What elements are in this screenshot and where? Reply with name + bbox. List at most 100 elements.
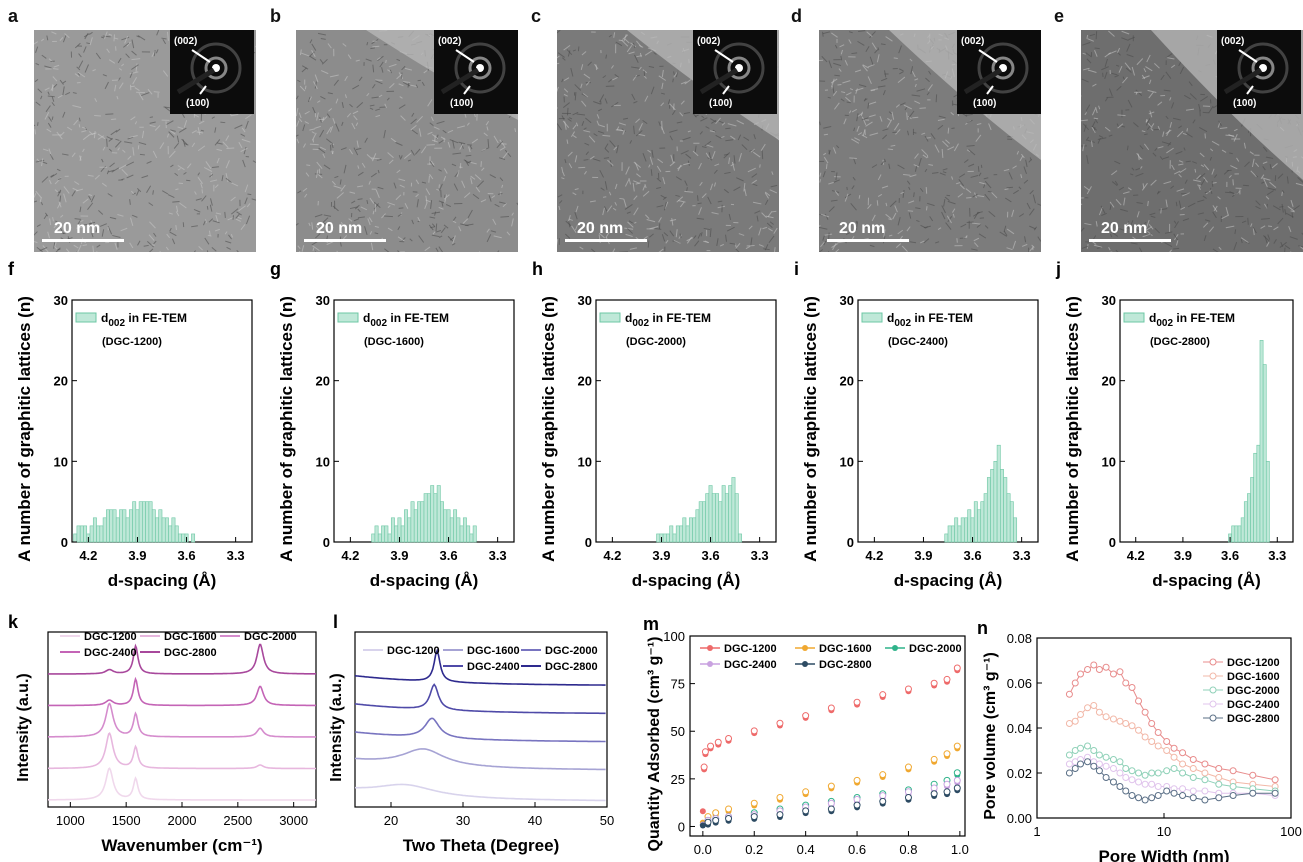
lattice-fringe [566,139,569,144]
lattice-fringe [725,127,731,130]
lattice-fringe [1136,58,1144,66]
y-tick-label: 0 [847,535,854,550]
y-tick-label: 75 [671,677,685,692]
pore-point [1271,776,1279,784]
saed-label-100: (100) [186,98,210,109]
y-tick-label: 0.08 [1007,631,1032,646]
lattice-fringe [888,163,891,169]
histogram-bar [702,501,706,543]
lattice-fringe [390,137,397,143]
lattice-fringe [680,150,689,155]
lattice-fringe [707,157,713,161]
lattice-fringe [628,51,635,55]
lattice-fringe [898,45,902,54]
lattice-fringe [386,97,390,101]
lattice-fringe [184,143,189,146]
lattice-fringe [626,45,633,53]
pore-point [1065,690,1073,698]
lattice-fringe [116,95,119,100]
lattice-fringe [511,218,514,227]
lattice-fringe [57,189,62,197]
lattice-fringe [834,44,838,49]
lattice-fringe [417,216,421,223]
lattice-fringe [67,237,73,240]
lattice-fringe [177,165,185,171]
lattice-fringe [399,184,405,188]
histogram-bar [119,509,124,543]
y-tick-label: 10 [1102,454,1116,469]
lattice-fringe [870,88,879,91]
pore-point [1071,717,1079,725]
lattice-fringe [1108,88,1113,97]
lattice-fringe [828,206,835,213]
lattice-fringe [312,107,316,114]
pore-point [1116,769,1124,777]
lattice-fringe [458,226,462,232]
lattice-fringe [568,215,571,222]
lattice-fringe [1186,128,1188,132]
axis-label: A number of graphitic lattices (n) [15,296,34,562]
lattice-fringe [1212,205,1218,212]
lattice-fringe [225,135,230,141]
lattice-fringe [490,230,497,233]
histogram-bar [1003,477,1008,543]
lattice-fringe [644,95,649,102]
lattice-fringe [335,98,339,104]
lattice-fringe [514,128,517,133]
lattice-fringe [845,96,851,103]
lattice-fringe [383,129,386,139]
lattice-fringe [461,180,466,188]
lattice-fringe [612,248,616,252]
pore-point [1128,792,1136,799]
pore-point [1163,787,1171,795]
lattice-fringe [168,212,173,215]
lattice-fringe [1122,76,1128,84]
lattice-fringe [511,212,514,216]
lattice-fringe [79,219,84,223]
panel-letter-b: b [270,6,281,26]
histogram-bar [443,509,448,543]
lattice-fringe [909,241,917,244]
lattice-fringe [425,188,431,196]
lattice-fringe [622,130,626,135]
lattice-fringe [52,76,58,82]
lattice-fringe [369,231,373,235]
x-tick-label: 0.6 [848,842,866,857]
lattice-fringe [1125,67,1132,73]
lattice-fringe [127,155,132,160]
lattice-fringe [927,84,933,91]
lattice-fringe [432,231,436,235]
lattice-fringe [1166,129,1171,137]
lattice-fringe [738,152,742,162]
lattice-fringe [1121,125,1126,128]
lattice-fringe [462,218,469,224]
lattice-fringe [906,180,911,185]
lattice-fringe [951,127,955,129]
x-axis-label: d-spacing (Å) [1152,571,1261,590]
lattice-fringe [198,120,205,125]
lattice-fringe [1173,247,1180,250]
lattice-fringe [658,75,667,81]
pore-point [1109,765,1117,772]
lattice-fringe [124,141,133,144]
lattice-fringe [147,88,153,95]
lattice-fringe [172,201,180,203]
lattice-fringe [1284,209,1287,215]
scale-label: 20 nm [54,220,101,237]
lattice-fringe [318,147,326,154]
lattice-fringe [1012,240,1017,249]
legend-marker [892,645,898,651]
lattice-fringe [962,113,968,117]
histogram-bar [1009,501,1014,543]
lattice-fringe [312,139,315,143]
lattice-fringe [146,160,152,164]
lattice-fringe [1176,188,1185,192]
lattice-fringe [729,242,736,245]
lattice-fringe [426,144,435,146]
lattice-fringe [492,218,497,225]
lattice-fringe [598,124,606,128]
lattice-fringe [148,202,154,207]
lattice-fringe [1212,248,1219,252]
lattice-fringe [297,245,301,250]
lattice-fringe [828,60,833,69]
